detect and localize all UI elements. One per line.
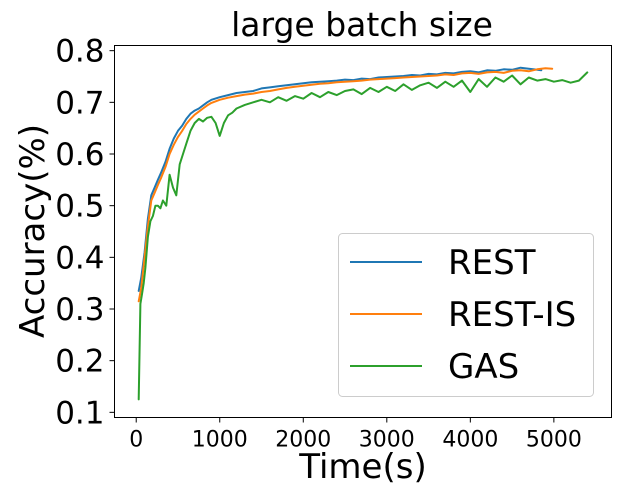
x-axis: 0 1000 2000 3000 4000 5000: [129, 417, 582, 453]
chart-title: large batch size: [231, 5, 493, 44]
y-tick-label: 0.6: [55, 137, 104, 173]
legend-box: [338, 233, 594, 397]
legend-label-rest: REST: [448, 243, 536, 283]
series-line-gas: [137, 71, 589, 401]
y-tick-label: 0.4: [55, 240, 104, 276]
legend: REST REST-IS GAS: [338, 233, 594, 397]
series-line-rest: [137, 66, 543, 292]
series-line-rest-is: [137, 67, 554, 303]
x-tick-label: 3000: [359, 428, 415, 453]
legend-label-rest-is: REST-IS: [448, 295, 576, 335]
y-axis: 0.1 0.2 0.3 0.4 0.5 0.6 0.7 0.8: [55, 34, 115, 431]
x-tick-label: 2000: [275, 428, 331, 453]
x-tick-label: 0: [129, 428, 143, 453]
x-tick-label: 1000: [192, 428, 248, 453]
x-axis-label: Time(s): [298, 447, 426, 487]
x-tick-label: 5000: [526, 428, 582, 453]
y-tick-label: 0.7: [55, 85, 104, 121]
y-tick-label: 0.1: [55, 395, 104, 431]
x-tick-label: 4000: [442, 428, 498, 453]
y-tick-label: 0.3: [55, 292, 104, 328]
y-tick-label: 0.5: [55, 189, 104, 225]
y-tick-label: 0.8: [55, 34, 104, 70]
y-tick-label: 0.2: [55, 344, 104, 380]
axes-frame: [114, 45, 612, 418]
y-axis-label: Accuracy(%): [13, 124, 53, 338]
legend-label-gas: GAS: [448, 347, 519, 387]
plot-area: [137, 66, 589, 401]
